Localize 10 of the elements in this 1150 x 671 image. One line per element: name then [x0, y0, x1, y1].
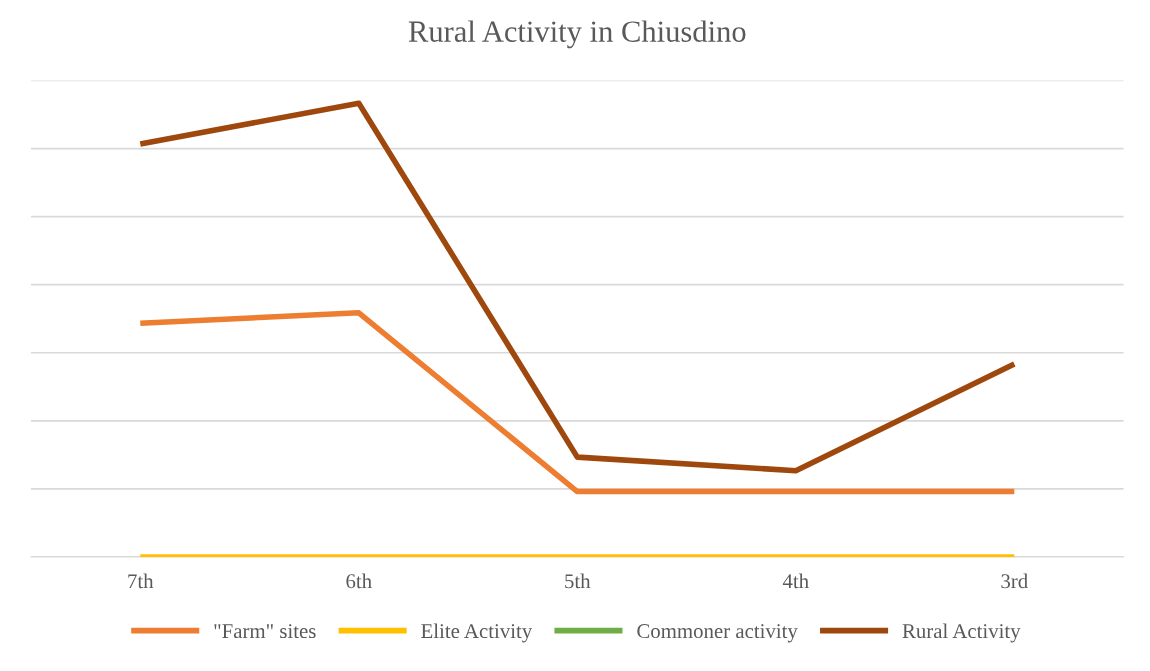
chart-title: Rural Activity in Chiusdino — [408, 20, 746, 49]
x-tick-label: 7th — [128, 573, 154, 589]
x-tick-label: 5th — [565, 573, 591, 589]
legend-label: Commoner activity — [637, 624, 798, 643]
x-tick-label: 3rd — [1001, 573, 1028, 589]
legend-label: Elite Activity — [421, 623, 533, 643]
legend-label: "Farm" sites — [214, 624, 316, 639]
x-tick-label: 6th — [346, 573, 372, 589]
x-tick-label: 4th — [782, 573, 809, 589]
legend-label: Rural Activity — [902, 623, 1021, 643]
